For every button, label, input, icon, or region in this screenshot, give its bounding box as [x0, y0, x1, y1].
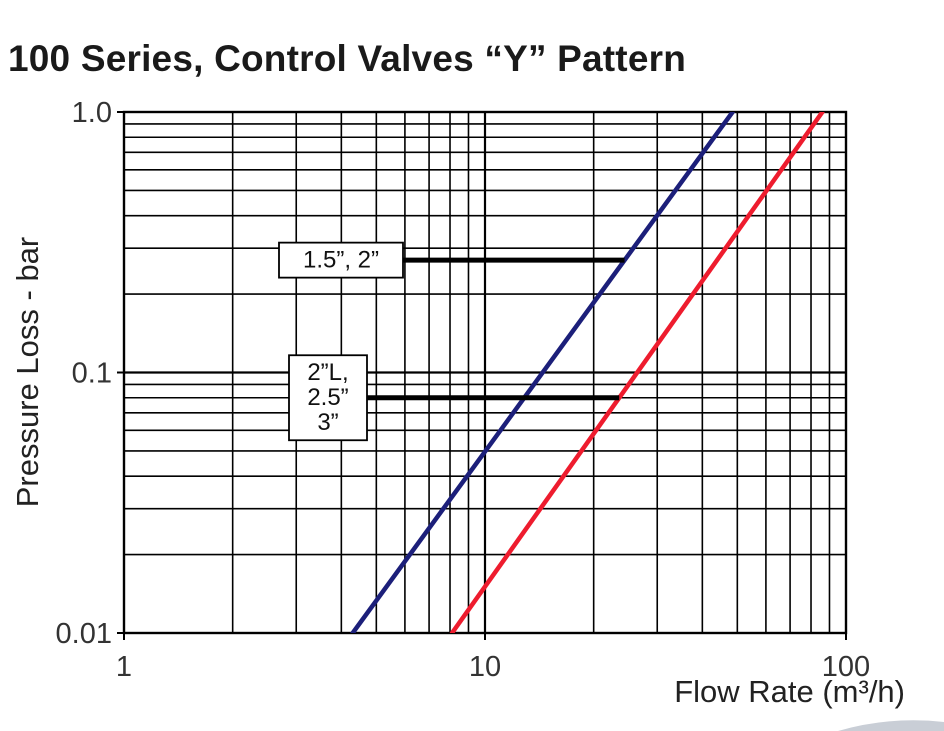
y-tick-label: 0.1 — [72, 358, 112, 390]
x-tick-label: 10 — [469, 651, 501, 683]
series-line-1 — [350, 112, 735, 633]
chart-title: 100 Series, Control Valves “Y” Pattern — [8, 38, 687, 79]
x-axis-label: Flow Rate (m³/h) — [674, 674, 905, 709]
y-tick-label: 0.01 — [56, 618, 112, 650]
annotation-box — [278, 241, 404, 279]
tick-labels: 1 10 100 0.01 0.1 1.0 — [56, 97, 871, 683]
series-group — [350, 112, 825, 633]
annotation-text: 2”L, — [307, 359, 348, 386]
series-line-2 — [449, 112, 825, 633]
decorative-corner-swoosh — [838, 720, 944, 731]
annotation-box — [288, 354, 368, 442]
grid-lines — [122, 110, 848, 635]
x-tick-label: 1 — [116, 651, 132, 683]
annotation-text: 3” — [317, 409, 338, 436]
x-tick-label: 100 — [822, 651, 870, 683]
annotation-text: 1.5”, 2” — [303, 247, 379, 274]
annotation-group: 1.5”, 2” 2”L,2.5”3” — [278, 241, 625, 442]
y-tick-label: 1.0 — [72, 97, 112, 129]
annotation-text: 2.5” — [307, 384, 348, 411]
y-axis-label: Pressure Loss - bar — [10, 237, 45, 508]
